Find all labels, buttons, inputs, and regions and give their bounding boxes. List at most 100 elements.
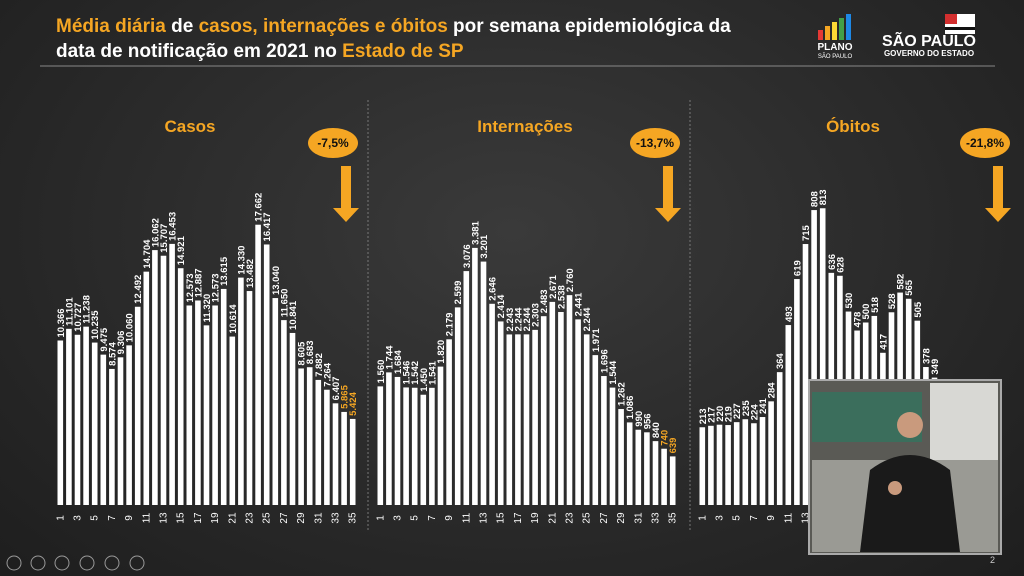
x-tick-label: 9: [124, 515, 135, 521]
bar: [306, 367, 313, 505]
slides-button[interactable]: [79, 555, 95, 571]
bar: [532, 329, 538, 505]
badge-text: -13,7%: [636, 136, 674, 150]
x-tick-label: 3: [73, 515, 84, 521]
x-tick-label: 1: [55, 515, 66, 521]
bar: [699, 427, 706, 505]
bar: [811, 210, 817, 505]
bar: [126, 345, 132, 505]
value-label: 808: [810, 191, 821, 207]
x-tick-label: 25: [262, 512, 273, 524]
down-arrow: [655, 166, 681, 222]
value-label: 2.538: [556, 285, 567, 309]
bar: [437, 366, 444, 505]
bar: [523, 334, 530, 505]
value-label: 8.683: [305, 340, 316, 364]
badge: [308, 128, 358, 158]
value-label: 2.760: [565, 268, 576, 292]
value-label: 1.971: [591, 328, 602, 352]
bar: [644, 432, 650, 505]
value-label: 5.424: [348, 391, 359, 415]
value-label: 14.330: [236, 246, 247, 275]
x-tick-label: 5: [732, 515, 743, 521]
bar: [515, 334, 521, 505]
x-tick-label: 33: [331, 512, 342, 524]
logo-plano: PLANO SÃO PAULO: [818, 14, 853, 60]
value-label: 11.320: [202, 294, 213, 323]
value-label: 17.662: [254, 193, 265, 222]
value-label: 12.573: [211, 273, 222, 302]
value-label: 16.062: [150, 218, 161, 247]
more-button[interactable]: [129, 555, 145, 571]
bar: [57, 340, 64, 505]
bar: [229, 336, 236, 505]
bar: [725, 425, 731, 505]
bar: [794, 279, 800, 505]
zoom-button[interactable]: [104, 555, 120, 571]
bar: [583, 334, 590, 505]
x-tick-label: 7: [749, 515, 760, 521]
x-tick-label: 27: [279, 512, 290, 524]
prev-button[interactable]: [6, 555, 22, 571]
value-label: 7.264: [322, 362, 333, 386]
value-label: 740: [660, 430, 671, 446]
bar: [742, 419, 749, 505]
value-label: 1.820: [436, 340, 447, 364]
bar: [394, 376, 401, 505]
bar: [669, 456, 676, 505]
value-label: 11.101: [64, 297, 75, 326]
value-label: 3.201: [479, 234, 490, 258]
value-label: 213: [698, 408, 709, 424]
value-label: 3.381: [470, 220, 481, 244]
bar: [143, 271, 150, 505]
value-label: 2.414: [496, 294, 507, 318]
value-label: 16.453: [168, 212, 179, 241]
title-segment: casos, internações e óbitos: [198, 16, 448, 37]
badge-text: -21,8%: [966, 136, 1004, 150]
bar: [255, 224, 261, 506]
x-tick-label: 17: [193, 512, 204, 524]
value-label: 378: [921, 348, 932, 364]
bar: [341, 411, 347, 505]
x-tick-label: 29: [296, 512, 307, 524]
bar: [716, 424, 723, 505]
bar: [238, 277, 244, 505]
next-button[interactable]: [30, 555, 46, 571]
value-label: 7.882: [314, 353, 325, 377]
value-label: 241: [758, 397, 769, 414]
value-label: 619: [792, 260, 803, 276]
value-label: 15.707: [159, 224, 170, 253]
bar: [272, 298, 279, 505]
bar: [117, 357, 124, 505]
bar: [661, 448, 667, 505]
bar: [83, 326, 89, 505]
value-label: 1.086: [625, 396, 636, 420]
value-label: 5.865: [340, 384, 351, 408]
value-label: 14.704: [142, 239, 153, 269]
pen-button[interactable]: [54, 555, 70, 571]
bar: [324, 389, 330, 505]
value-label: 528: [887, 293, 898, 309]
bar: [220, 288, 227, 505]
value-label: 636: [827, 254, 838, 270]
x-tick-label: 27: [599, 512, 610, 524]
value-label: 2.244: [522, 307, 533, 331]
value-label: 493: [784, 306, 795, 322]
panel-title: Óbitos: [826, 117, 880, 136]
bar: [246, 291, 253, 505]
title-segment: Média diária: [56, 16, 166, 37]
logo-text: GOVERNO DO ESTADO: [884, 49, 974, 58]
bar: [386, 372, 392, 505]
bar: [109, 368, 115, 505]
bar: [411, 387, 418, 505]
value-label: 11.238: [82, 295, 93, 324]
value-label: 284: [767, 382, 778, 399]
value-label: 582: [896, 274, 907, 290]
value-label: 2.441: [574, 292, 585, 316]
bar: [652, 441, 659, 505]
value-label: 6.407: [331, 377, 342, 401]
x-tick-label: 35: [348, 512, 359, 524]
value-label: 13.615: [219, 256, 230, 286]
value-label: 8.605: [297, 341, 308, 365]
